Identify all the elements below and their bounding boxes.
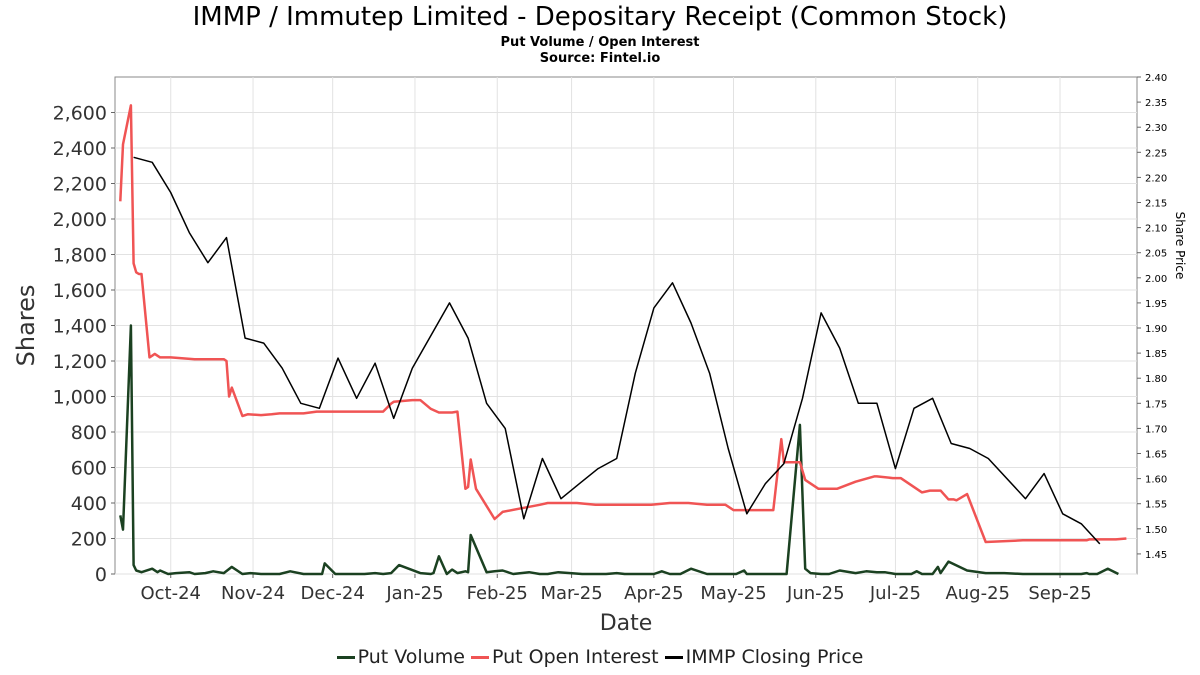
y2-tick-label: 1.80 <box>1145 374 1167 385</box>
legend-item-put-volume[interactable]: Put Volume <box>336 646 465 668</box>
x-tick-label: Nov-24 <box>221 583 285 604</box>
y2-tick-label: 2.30 <box>1145 123 1167 134</box>
legend-swatch-closing-price <box>664 655 683 659</box>
x-tick-label: Jul-25 <box>869 583 921 604</box>
x-tick-label: Jun-25 <box>786 583 845 604</box>
legend-label-put-volume: Put Volume <box>357 646 465 668</box>
series-line-put-volume <box>119 324 1119 576</box>
chart-title: IMMP / Immutep Limited - Depositary Rece… <box>192 2 1008 32</box>
y2-tick-label: 1.55 <box>1145 500 1167 511</box>
y-tick-label: 2,400 <box>53 138 107 160</box>
y2-tick-label: 1.60 <box>1145 475 1167 486</box>
x-tick-label: Mar-25 <box>540 583 602 604</box>
legend-swatch-put-open-interest <box>470 655 489 659</box>
y-tick-label: 400 <box>71 493 107 515</box>
x-tick-label: Jan-25 <box>385 583 443 604</box>
y2-tick-label: 1.70 <box>1145 424 1167 435</box>
legend-label-closing-price: IMMP Closing Price <box>685 646 864 668</box>
chart-subtitle: Put Volume / Open Interest <box>500 35 700 50</box>
y-tick-label: 0 <box>95 564 107 586</box>
y2-tick-label: 1.85 <box>1145 349 1167 360</box>
y2-tick-label: 1.95 <box>1145 299 1167 310</box>
y-tick-label: 600 <box>71 458 107 480</box>
y-tick-label: 1,600 <box>53 280 107 302</box>
x-tick-label: Dec-24 <box>301 583 365 604</box>
y2-tick-label: 2.40 <box>1145 73 1167 84</box>
y-tick-label: 1,200 <box>53 351 107 373</box>
y2-tick-label: 1.90 <box>1145 324 1167 335</box>
y2-tick-label: 2.25 <box>1145 148 1167 159</box>
series-line-closing-price <box>133 156 1101 545</box>
y-tick-label: 1,400 <box>53 316 107 338</box>
y2-tick-label: 2.10 <box>1145 224 1167 235</box>
legend-item-closing-price[interactable]: IMMP Closing Price <box>664 646 864 668</box>
y2-tick-label: 1.45 <box>1145 550 1167 561</box>
y2-tick-label: 1.50 <box>1145 525 1167 536</box>
y-tick-label: 1,800 <box>53 245 107 267</box>
y-axis-label: Shares <box>12 285 40 367</box>
legend: Put Volume Put Open Interest IMMP Closin… <box>0 646 1200 668</box>
legend-label-put-open-interest: Put Open Interest <box>491 646 659 668</box>
x-tick-label: Oct-24 <box>140 583 201 604</box>
y-tick-label: 1,000 <box>53 387 107 409</box>
x-tick-label: Apr-25 <box>624 583 683 604</box>
y2-tick-label: 1.65 <box>1145 450 1167 461</box>
y-tick-label: 2,600 <box>53 103 107 125</box>
y-tick-label: 2,000 <box>53 209 107 231</box>
x-tick-label: Sep-25 <box>1028 583 1091 604</box>
y-tick-label: 2,200 <box>53 174 107 196</box>
y-tick-label: 200 <box>71 529 107 551</box>
y2-tick-label: 2.00 <box>1145 274 1167 285</box>
y2-tick-label: 2.05 <box>1145 249 1167 260</box>
x-tick-label: Aug-25 <box>945 583 1010 604</box>
x-tick-label: Feb-25 <box>467 583 528 604</box>
y2-tick-label: 2.20 <box>1145 173 1167 184</box>
legend-item-put-open-interest[interactable]: Put Open Interest <box>470 646 659 668</box>
y-tick-label: 800 <box>71 422 107 444</box>
y2-axis-label: Share Price <box>1173 212 1187 280</box>
x-axis-label: Date <box>600 611 653 636</box>
x-tick-label: May-25 <box>700 583 766 604</box>
y2-tick-label: 2.15 <box>1145 199 1167 210</box>
series-line-put-open-interest <box>119 104 1127 544</box>
chart-source: Source: Fintel.io <box>539 51 661 66</box>
legend-swatch-put-volume <box>336 655 355 659</box>
y2-tick-label: 1.75 <box>1145 399 1167 410</box>
y2-tick-label: 2.35 <box>1145 98 1167 109</box>
